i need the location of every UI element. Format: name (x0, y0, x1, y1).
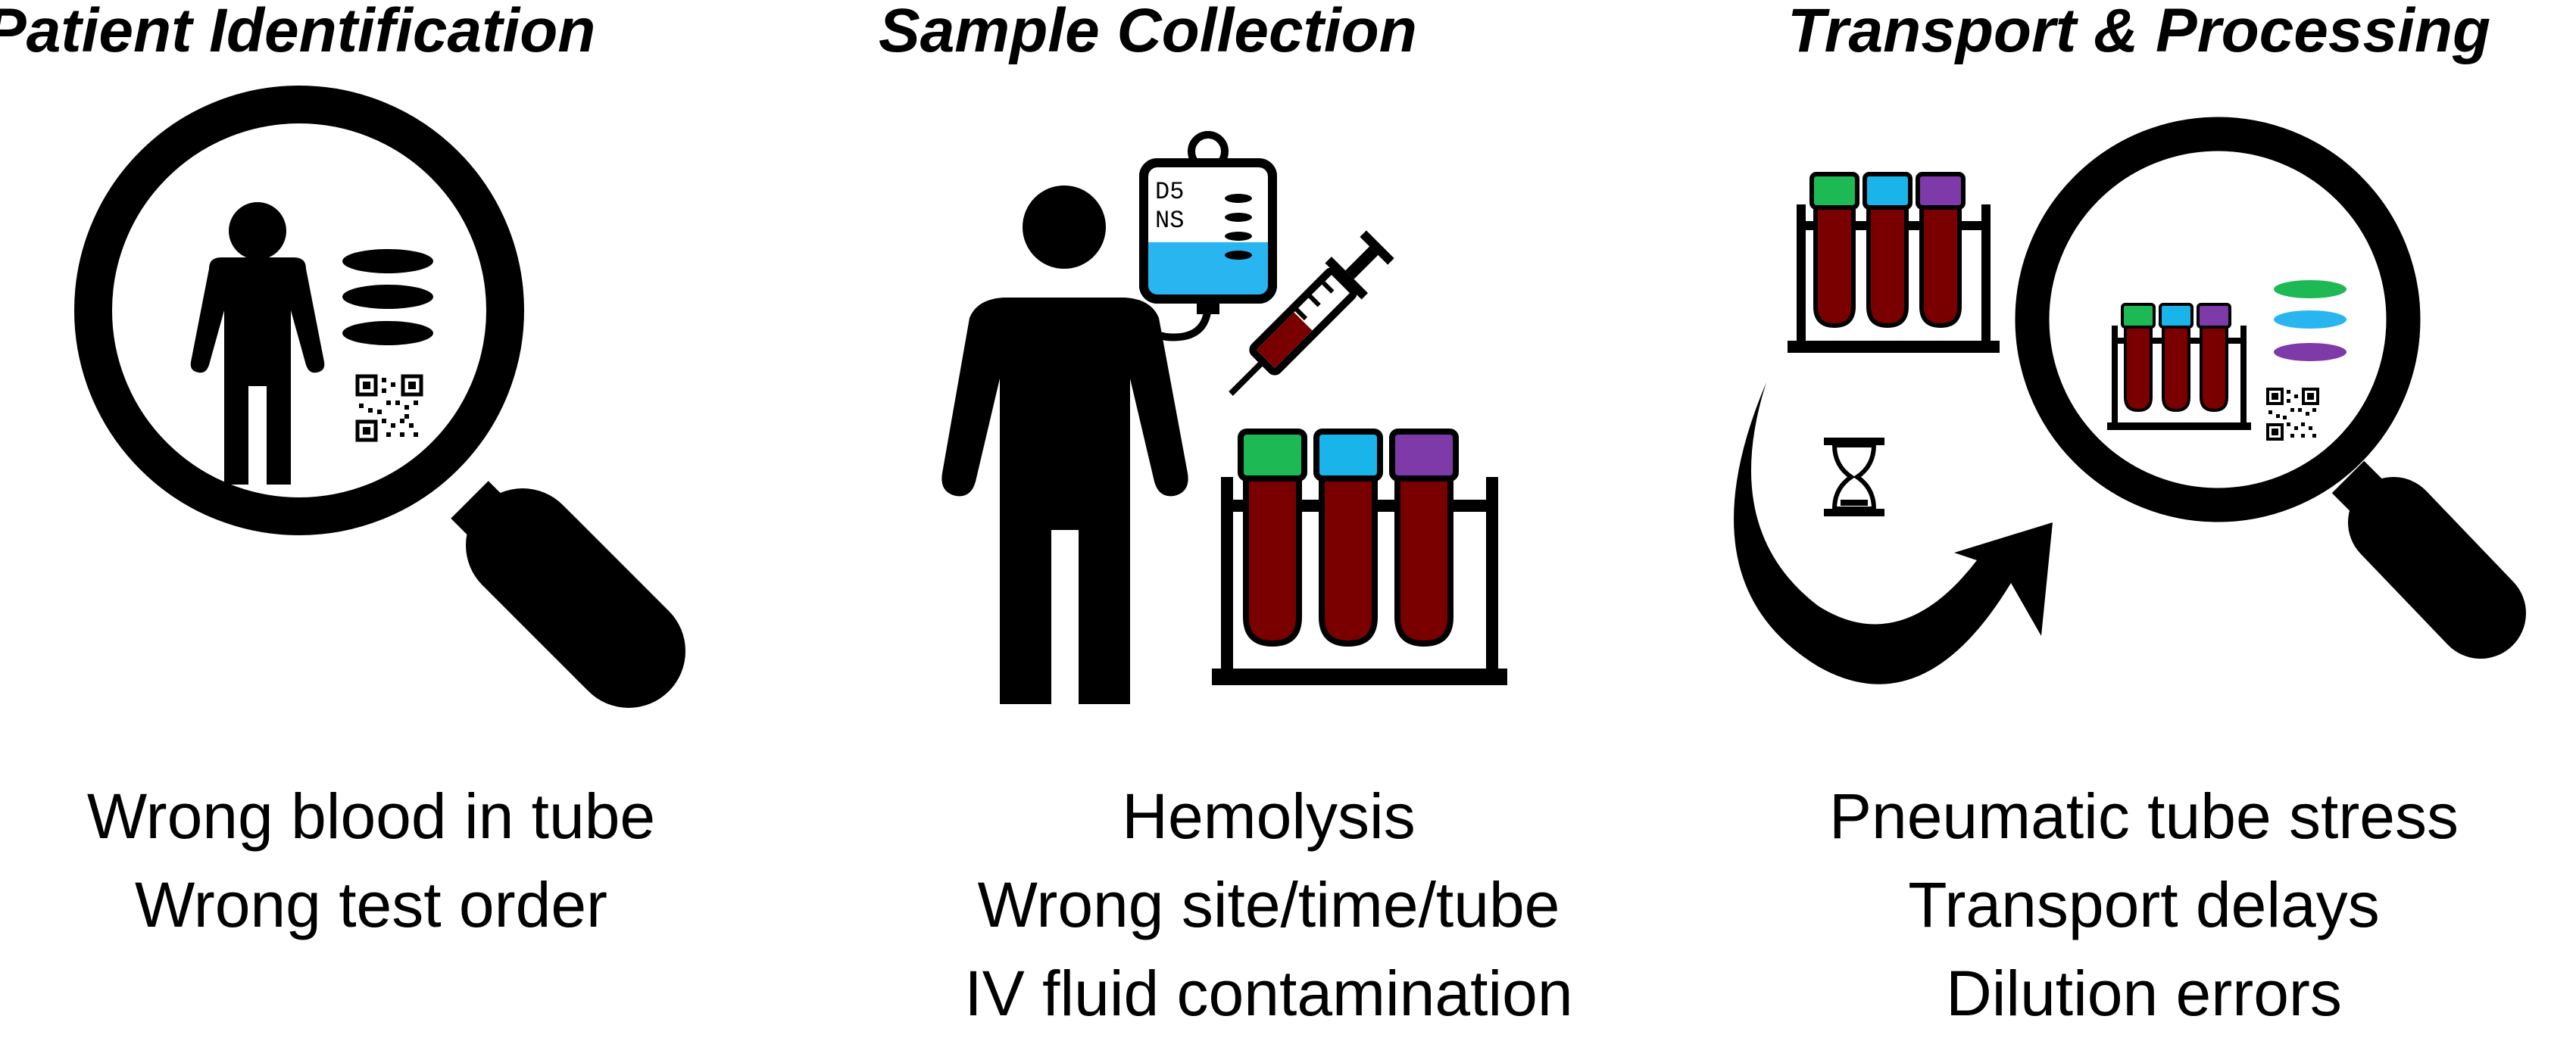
transport-processing-illustration (1734, 117, 2526, 684)
panel-captions: Pneumatic tube stress Transport delays D… (1712, 772, 2576, 1038)
record-lines-icon (2274, 280, 2347, 361)
blood-tube (1389, 429, 1459, 647)
panel-title: Transport & Processing (1788, 0, 2491, 65)
iv-bag-icon: D5 NS (1139, 131, 1277, 314)
caption-line: Transport delays (1908, 869, 2380, 940)
blood-tube (2121, 303, 2156, 413)
caption-line: Wrong blood in tube (86, 781, 656, 852)
tube-rack-icon (2107, 303, 2251, 430)
caption-line: Pneumatic tube stress (1828, 781, 2459, 852)
blood-tube (2159, 303, 2194, 413)
panel-title: Sample Collection (879, 0, 1417, 65)
qr-code-icon (2266, 388, 2319, 441)
panel-title: Patient Identification (0, 0, 596, 65)
iv-tube-line (1141, 302, 1212, 341)
caption-line: Wrong site/time/tube (977, 869, 1560, 940)
caption-line: Wrong test order (134, 869, 608, 940)
iv-bag-label-line2: NS (1155, 207, 1184, 235)
qr-code-icon (355, 374, 423, 442)
blood-tube (1313, 429, 1383, 647)
iv-bag-label-line1: D5 (1155, 178, 1184, 206)
magnifying-glass-icon (2015, 117, 2526, 659)
hourglass-icon (1824, 438, 1884, 516)
record-lines-icon (342, 249, 433, 345)
panel-patient-identification: Patient Identification (0, 0, 788, 1012)
person-icon (190, 202, 325, 485)
sample-collection-illustration: D5 NS (941, 131, 1507, 704)
caption-line: IV fluid contamination (964, 958, 1573, 1029)
blood-tube (1863, 172, 1912, 329)
syringe-icon (1229, 230, 1394, 396)
curved-arrow-icon (1734, 382, 2053, 684)
panel-sample-collection: Sample Collection D5 NS (863, 0, 1697, 1029)
blood-tube (1238, 429, 1307, 647)
caption-line: Dilution errors (1946, 958, 2342, 1029)
person-icon (941, 185, 1188, 704)
caption-line: Hemolysis (1122, 781, 1416, 852)
blood-tube (1916, 172, 1966, 329)
panel-captions: Wrong blood in tube Wrong test order (0, 772, 788, 949)
tube-rack-icon (1212, 429, 1507, 685)
panel-transport-processing: Transport & Processing (1727, 0, 2576, 1029)
blood-tube (2197, 303, 2231, 413)
blood-tube (1809, 172, 1859, 329)
panel-captions: Hemolysis Wrong site/time/tube IV fluid … (841, 772, 1697, 1038)
patient-identification-illustration (74, 86, 685, 708)
tube-rack-icon (1788, 172, 2000, 353)
